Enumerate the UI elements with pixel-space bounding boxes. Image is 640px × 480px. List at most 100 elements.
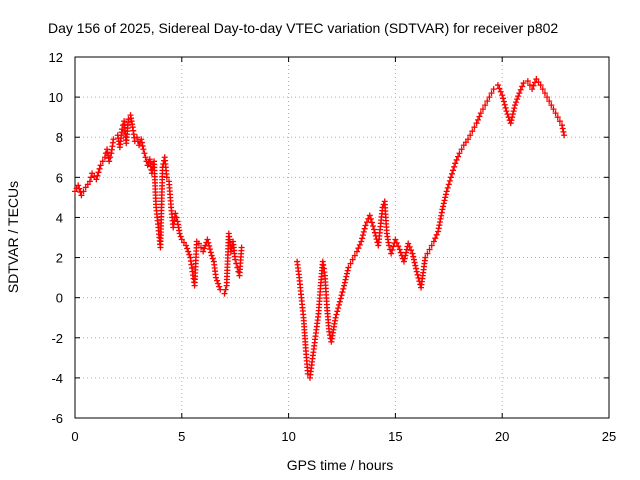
- y-tick-label: 6: [56, 170, 63, 185]
- data-point: [138, 139, 145, 146]
- data-point: [77, 189, 84, 196]
- data-point: [509, 111, 516, 118]
- data-point: [449, 170, 456, 177]
- data-point: [333, 311, 340, 318]
- data-point: [186, 251, 193, 258]
- data-point: [341, 282, 348, 289]
- data-point: [497, 88, 504, 95]
- y-tick-label: 2: [56, 251, 63, 266]
- data-point: [342, 276, 349, 283]
- data-point: [184, 245, 191, 252]
- data-point: [339, 289, 346, 296]
- data-point: [440, 203, 447, 210]
- data-point: [430, 238, 437, 245]
- data-point: [476, 113, 483, 120]
- data-point: [405, 240, 412, 247]
- data-point: [336, 301, 343, 308]
- data-point: [490, 86, 497, 93]
- data-point: [537, 82, 544, 89]
- data-point: [514, 96, 521, 103]
- x-tick-label: 15: [388, 429, 402, 444]
- data-point: [347, 260, 354, 267]
- data-point: [138, 136, 145, 143]
- data-point: [474, 116, 481, 123]
- data-point: [507, 120, 514, 127]
- grid: [75, 57, 609, 418]
- data-point: [432, 235, 439, 242]
- data-point: [345, 264, 352, 271]
- y-tick-label: -4: [51, 371, 63, 386]
- y-tick-label: 12: [49, 50, 63, 65]
- data-point: [207, 249, 214, 256]
- data-point: [409, 250, 416, 257]
- data-point: [136, 142, 143, 149]
- data-point: [413, 265, 420, 272]
- data-point: [535, 79, 542, 86]
- data-point: [520, 80, 527, 87]
- data-point: [355, 245, 362, 252]
- data-point: [446, 177, 453, 184]
- data-point: [433, 231, 440, 238]
- data-point: [473, 120, 480, 127]
- data-point: [442, 194, 449, 201]
- data-point: [99, 158, 106, 165]
- data-point: [452, 160, 459, 167]
- data-point: [392, 236, 399, 243]
- data-point: [393, 239, 400, 246]
- data-point: [214, 277, 221, 284]
- data-point: [177, 233, 184, 240]
- data-point: [422, 254, 429, 261]
- data-point: [95, 169, 102, 176]
- axis-ticks: 0 5 10 15 20 25 -6 -4 -2 0 2 4 6 8 10 12: [49, 50, 617, 444]
- data-point: [408, 247, 415, 254]
- data-point: [501, 101, 508, 108]
- data-point: [336, 298, 343, 305]
- data-point: [343, 270, 350, 277]
- data-points: [72, 76, 568, 381]
- data-point: [471, 124, 478, 131]
- data-point: [546, 98, 553, 105]
- data-point: [173, 214, 180, 221]
- x-tick-label: 10: [281, 429, 295, 444]
- data-point: [530, 82, 537, 89]
- data-point: [351, 252, 358, 259]
- y-axis-label: SDTVAR / TECUs: [5, 181, 21, 293]
- data-point: [80, 188, 87, 195]
- data-point: [359, 232, 366, 239]
- data-point: [509, 114, 516, 121]
- data-point: [358, 238, 365, 245]
- y-tick-label: 8: [56, 130, 63, 145]
- data-point: [400, 258, 407, 265]
- data-point: [84, 181, 91, 188]
- x-tick-label: 5: [178, 429, 185, 444]
- data-point: [215, 280, 222, 287]
- data-point: [367, 215, 374, 222]
- data-point: [86, 178, 93, 185]
- data-point: [533, 76, 540, 83]
- data-point: [508, 117, 515, 124]
- y-tick-label: -2: [51, 331, 63, 346]
- data-point: [462, 139, 469, 146]
- data-point: [200, 248, 207, 255]
- data-point: [559, 122, 566, 129]
- data-point: [89, 170, 96, 177]
- data-point: [494, 82, 501, 89]
- data-point: [385, 242, 392, 249]
- data-point: [524, 78, 531, 85]
- data-point: [341, 279, 348, 286]
- data-point: [142, 154, 149, 161]
- data-point: [238, 244, 245, 251]
- data-point: [107, 154, 114, 161]
- data-point: [559, 125, 566, 132]
- chart-title: Day 156 of 2025, Sidereal Day-to-day VTE…: [48, 20, 558, 36]
- data-point: [366, 212, 373, 219]
- data-point: [140, 146, 147, 153]
- data-point: [222, 286, 229, 293]
- data-point: [338, 292, 345, 299]
- data-point: [513, 99, 520, 106]
- data-point: [512, 102, 519, 109]
- data-point: [428, 242, 435, 249]
- data-point: [368, 219, 375, 226]
- data-point: [482, 102, 489, 109]
- data-point: [396, 246, 403, 253]
